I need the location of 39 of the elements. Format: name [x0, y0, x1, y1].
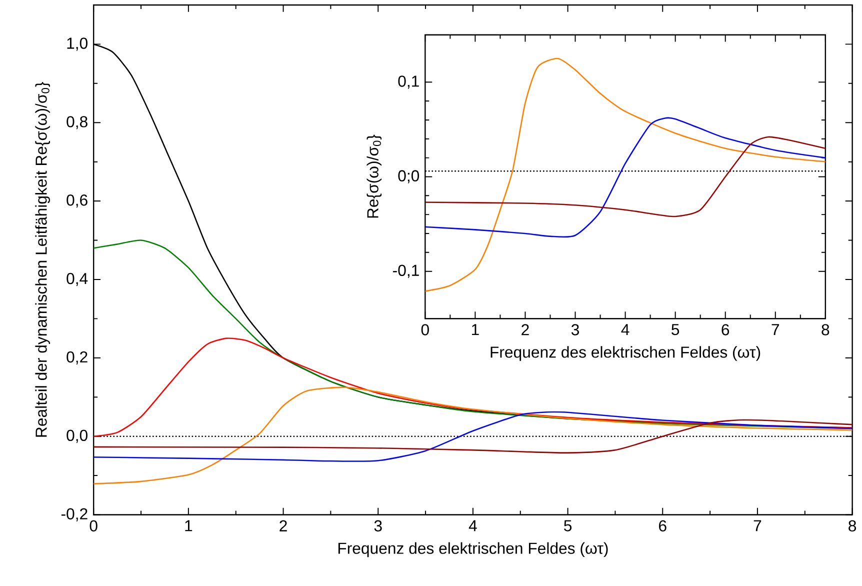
x-tick-label: 6	[659, 520, 666, 532]
x-tick-label: 5	[564, 520, 572, 532]
x-tick-label: 3	[571, 324, 579, 336]
y-tick-label: -0,1	[393, 264, 419, 278]
x-tick-label: 2	[280, 520, 287, 532]
y-axis-title: Realteil der dynamischen Leitfähigkeit Re{σ(ω)/σ$_{0}$}	[35, 82, 50, 436]
y-tick-label: 1,0	[67, 37, 88, 51]
line-series	[425, 58, 826, 292]
x-tick-label: 1	[185, 520, 192, 531]
line-series	[425, 136, 826, 217]
y-tick-label: 0,6	[66, 194, 88, 208]
x-tick-label: 8	[822, 324, 830, 336]
y-tick-label: 0,4	[66, 272, 88, 286]
y-tick-label: 0;0	[398, 170, 420, 184]
x-tick-label: 0	[90, 520, 98, 532]
y-tick-label: -0,2	[61, 508, 88, 522]
x-tick-label: 6	[722, 324, 730, 336]
line-series	[425, 116, 826, 238]
y-tick-label: 0,0	[66, 430, 88, 443]
line-series	[94, 418, 852, 454]
x-tick-label: 7	[772, 324, 780, 335]
x-axis-title: Frequenz des elektrischen Feldes (ωτ)	[490, 346, 760, 361]
y-tick-label: 0,8	[66, 116, 88, 129]
x-tick-label: 7	[754, 520, 762, 531]
x-tick-label: 3	[374, 520, 382, 532]
x-tick-label: 2	[522, 324, 529, 335]
line-series	[94, 337, 852, 437]
x-axis-title: Frequenz des elektrischen Feldes (ωτ)	[338, 542, 608, 557]
y-axis-title: Re{σ(ω)/σ$_{0}$}	[366, 134, 382, 218]
x-tick-label: 0	[421, 324, 429, 336]
y-tick-label: 0,1	[398, 75, 419, 88]
x-tick-label: 8	[848, 520, 856, 532]
x-tick-label: 5	[672, 324, 680, 335]
line-series	[94, 386, 852, 484]
x-tick-label: 4	[621, 324, 630, 335]
line-series	[94, 411, 852, 462]
x-tick-label: 4	[468, 520, 477, 531]
y-tick-label: 0,2	[66, 351, 88, 364]
x-tick-label: 1	[472, 324, 479, 335]
